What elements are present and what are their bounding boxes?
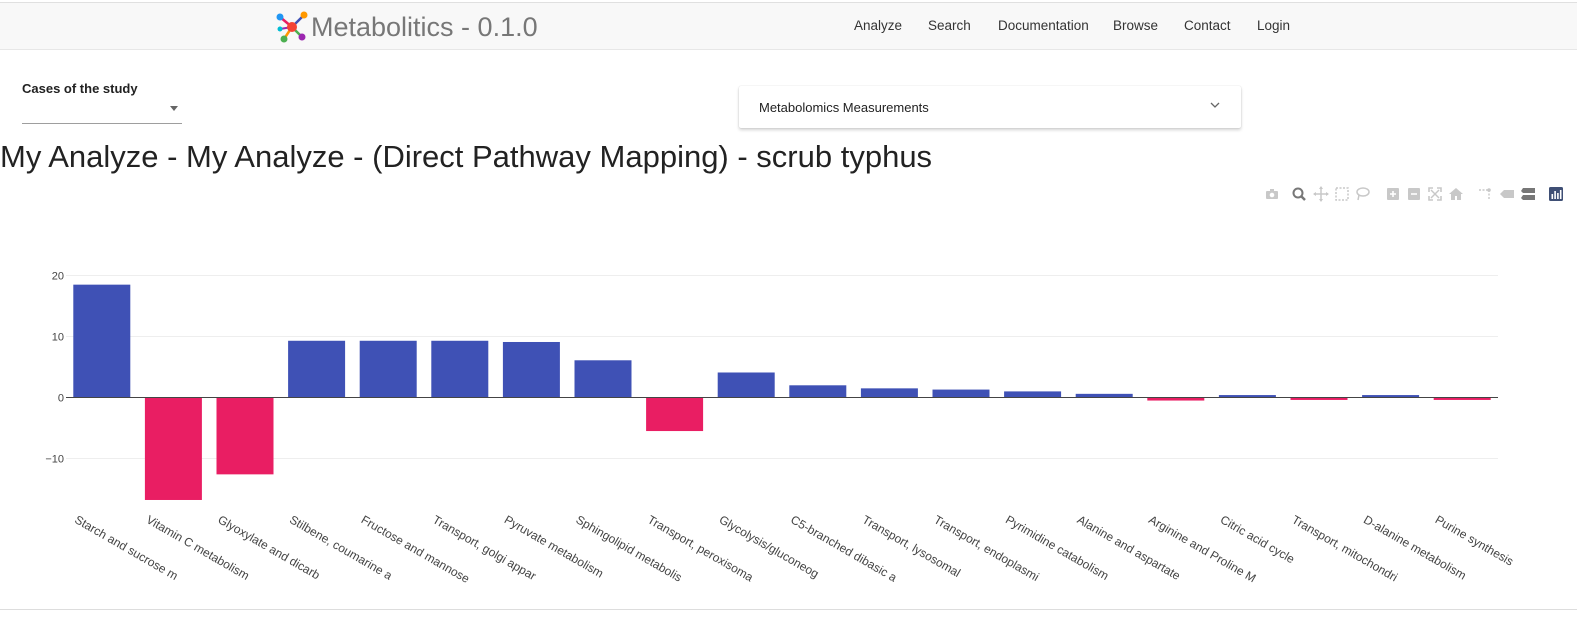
y-tick-label: 20: [52, 271, 64, 283]
bar[interactable]: [1290, 397, 1348, 400]
brand[interactable]: Metabolitics - 0.1.0: [274, 9, 538, 45]
bar[interactable]: [359, 340, 417, 398]
plotly-logo-icon[interactable]: [1548, 186, 1564, 202]
bar[interactable]: [216, 397, 274, 475]
bar[interactable]: [1075, 393, 1133, 398]
nav-analyze[interactable]: Analyze: [854, 18, 903, 33]
bar[interactable]: [1218, 395, 1276, 398]
nav-login[interactable]: Login: [1257, 18, 1291, 33]
hover-closest-icon[interactable]: [1499, 186, 1515, 202]
bar[interactable]: [502, 341, 560, 398]
autoscale-icon[interactable]: [1427, 186, 1443, 202]
brand-title: Metabolitics - 0.1.0: [311, 11, 538, 42]
nav-browse[interactable]: Browse: [1113, 18, 1159, 33]
bar[interactable]: [1147, 397, 1205, 401]
nav-contact[interactable]: Contact: [1184, 18, 1231, 33]
cases-label: Cases of the study: [22, 81, 138, 96]
bar[interactable]: [1004, 391, 1062, 398]
molecule-logo-icon: [276, 11, 308, 43]
reset-axes-icon[interactable]: [1448, 186, 1464, 202]
camera-icon[interactable]: [1264, 186, 1280, 202]
pan-icon[interactable]: [1313, 186, 1329, 202]
hover-compare-icon[interactable]: [1520, 186, 1536, 202]
navbar: Metabolitics - 0.1.0 Analyze Search Docu…: [0, 2, 1577, 50]
bar[interactable]: [860, 388, 918, 398]
chart-bars: [73, 284, 1491, 500]
bar[interactable]: [932, 389, 990, 398]
bar[interactable]: [717, 372, 775, 398]
bar[interactable]: [144, 397, 202, 500]
caret-down-icon: [170, 106, 178, 111]
bar[interactable]: [288, 340, 346, 398]
bar[interactable]: [789, 385, 847, 398]
bar[interactable]: [431, 340, 489, 398]
zoom-in-icon[interactable]: [1385, 186, 1401, 202]
chevron-down-icon: [1210, 102, 1220, 108]
metabolomics-measurements-panel[interactable]: Metabolomics Measurements: [739, 86, 1241, 128]
page-title: My Analyze - My Analyze - (Direct Pathwa…: [0, 139, 933, 174]
y-tick-label: 10: [52, 332, 64, 344]
bar[interactable]: [574, 360, 632, 398]
y-tick-label: −10: [45, 454, 64, 466]
bar[interactable]: [73, 284, 131, 398]
lasso-icon[interactable]: [1355, 186, 1371, 202]
chart-gridlines: [66, 275, 1498, 459]
bar[interactable]: [1433, 397, 1491, 400]
y-tick-label: 0: [58, 393, 64, 405]
bar[interactable]: [646, 397, 704, 432]
cases-select[interactable]: [22, 99, 182, 124]
box-select-icon[interactable]: [1334, 186, 1350, 202]
footer-divider: [0, 609, 1577, 610]
nav-search[interactable]: Search: [928, 18, 971, 33]
spike-lines-icon[interactable]: [1476, 186, 1492, 202]
nav-documentation[interactable]: Documentation: [998, 18, 1089, 33]
zoom-icon[interactable]: [1291, 186, 1307, 202]
bar[interactable]: [1362, 395, 1420, 398]
zoom-out-icon[interactable]: [1406, 186, 1422, 202]
metabolomics-measurements-label: Metabolomics Measurements: [759, 100, 929, 115]
